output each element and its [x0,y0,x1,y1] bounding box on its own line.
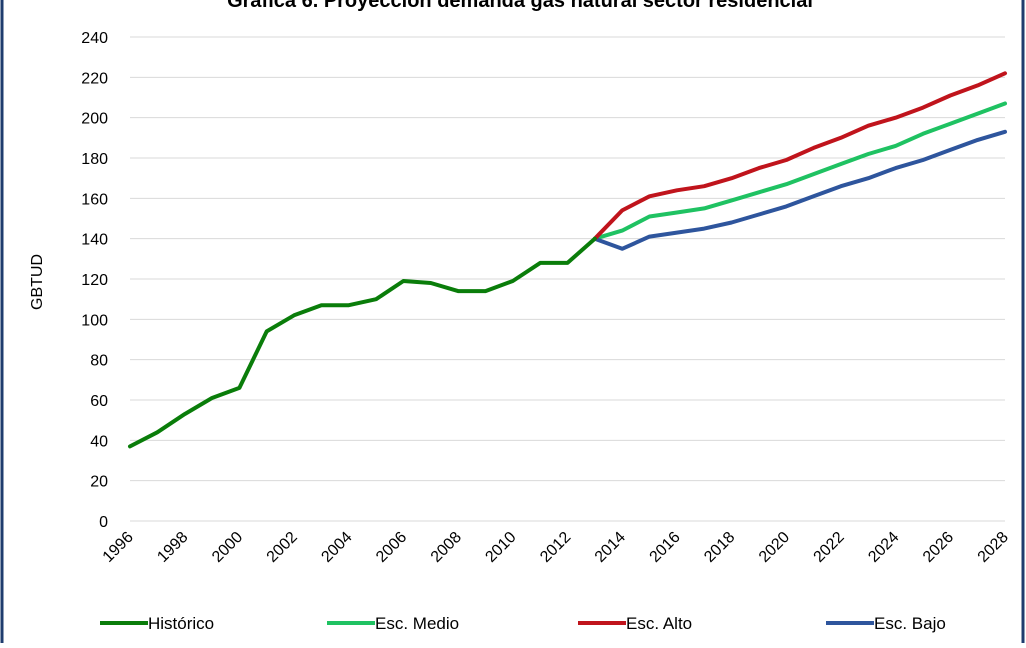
y-tick-label: 140 [81,232,108,249]
y-axis-title: GBTUD [29,254,46,310]
y-tick-label: 0 [99,514,108,531]
series-layer [128,71,1007,449]
series-line-hist-rico [128,236,597,449]
legend-label: Esc. Bajo [874,614,946,633]
series-line-esc-alto [592,71,1007,241]
y-tick-label: 40 [90,433,108,450]
y-tick-label: 20 [90,474,108,491]
y-tick-label: 160 [81,191,108,208]
legend-label: Histórico [148,614,214,633]
y-tick-label: 100 [81,312,108,329]
y-tick-label: 120 [81,272,108,289]
y-tick-layer: 0 20 40 60 80 100 120 140 160 180 200 220 240 [81,30,108,531]
y-tick-label: 80 [90,353,108,370]
legend: Histórico Esc. Medio Esc. Alto Esc. Bajo [100,614,946,633]
series-line-esc-medio [592,101,1007,241]
series-line-esc-bajo [592,129,1007,251]
legend-label: Esc. Medio [375,614,459,633]
legend-label: Esc. Alto [626,614,692,633]
y-tick-label: 60 [90,393,108,410]
y-tick-label: 180 [81,151,108,168]
chart-title: Gráfica 6. Proyección demanda gas natura… [227,0,813,12]
y-tick-label: 220 [81,70,108,87]
y-tick-label: 240 [81,30,108,47]
y-tick-label: 200 [81,111,108,128]
